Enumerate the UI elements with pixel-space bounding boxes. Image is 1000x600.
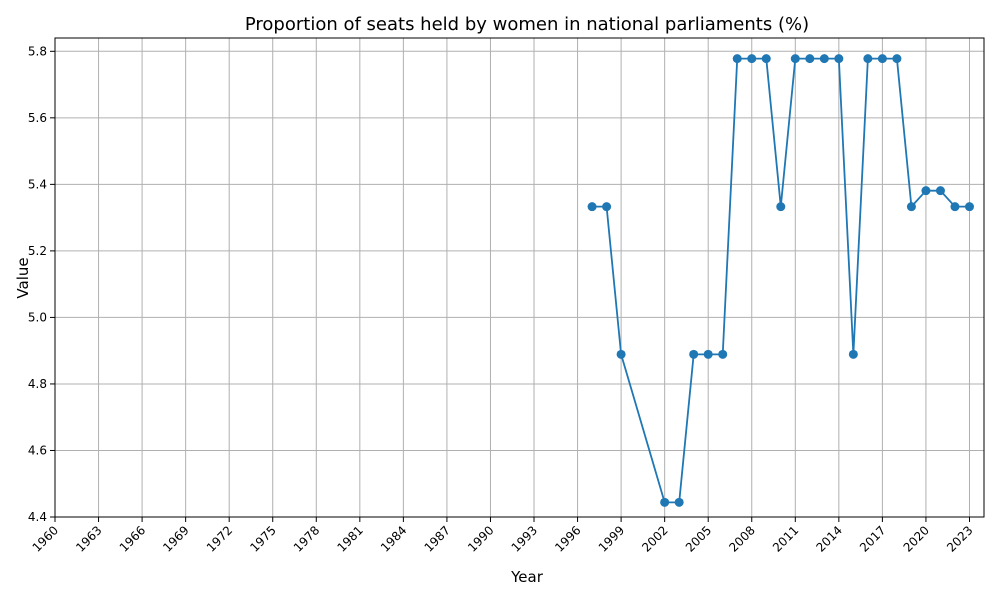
data-point <box>921 186 931 196</box>
data-point <box>761 54 771 64</box>
y-tick-label: 5.2 <box>28 244 47 258</box>
grid <box>54 38 984 518</box>
data-point <box>863 54 873 64</box>
data-point <box>964 202 974 212</box>
data-point <box>819 54 829 64</box>
data-point <box>602 202 612 212</box>
x-axis-label: Year <box>510 568 544 586</box>
y-tick-label: 5.4 <box>28 177 47 191</box>
data-point <box>718 349 728 359</box>
data-point <box>877 54 887 64</box>
data-point <box>848 349 858 359</box>
data-point <box>587 202 597 212</box>
y-tick-label: 4.4 <box>28 510 47 524</box>
y-axis-label: Value <box>14 257 32 298</box>
data-point <box>747 54 757 64</box>
data-point <box>660 497 670 507</box>
data-point <box>703 349 713 359</box>
y-tick-label: 5.8 <box>28 44 47 58</box>
data-point <box>906 202 916 212</box>
y-tick-label: 5.0 <box>28 310 47 324</box>
y-tick-label: 4.8 <box>28 377 47 391</box>
data-point <box>834 54 844 64</box>
chart-title: Proportion of seats held by women in nat… <box>245 14 809 35</box>
data-point <box>674 497 684 507</box>
data-point <box>950 202 960 212</box>
data-point <box>935 186 945 196</box>
data-point <box>616 349 626 359</box>
data-series <box>587 54 974 507</box>
data-point <box>805 54 815 64</box>
data-point <box>790 54 800 64</box>
plot-frame <box>54 37 985 518</box>
data-point <box>689 349 699 359</box>
data-point <box>776 202 786 212</box>
data-point <box>732 54 742 64</box>
y-tick-label: 4.6 <box>28 443 47 457</box>
data-point <box>892 54 902 64</box>
y-tick-label: 5.6 <box>28 111 47 125</box>
